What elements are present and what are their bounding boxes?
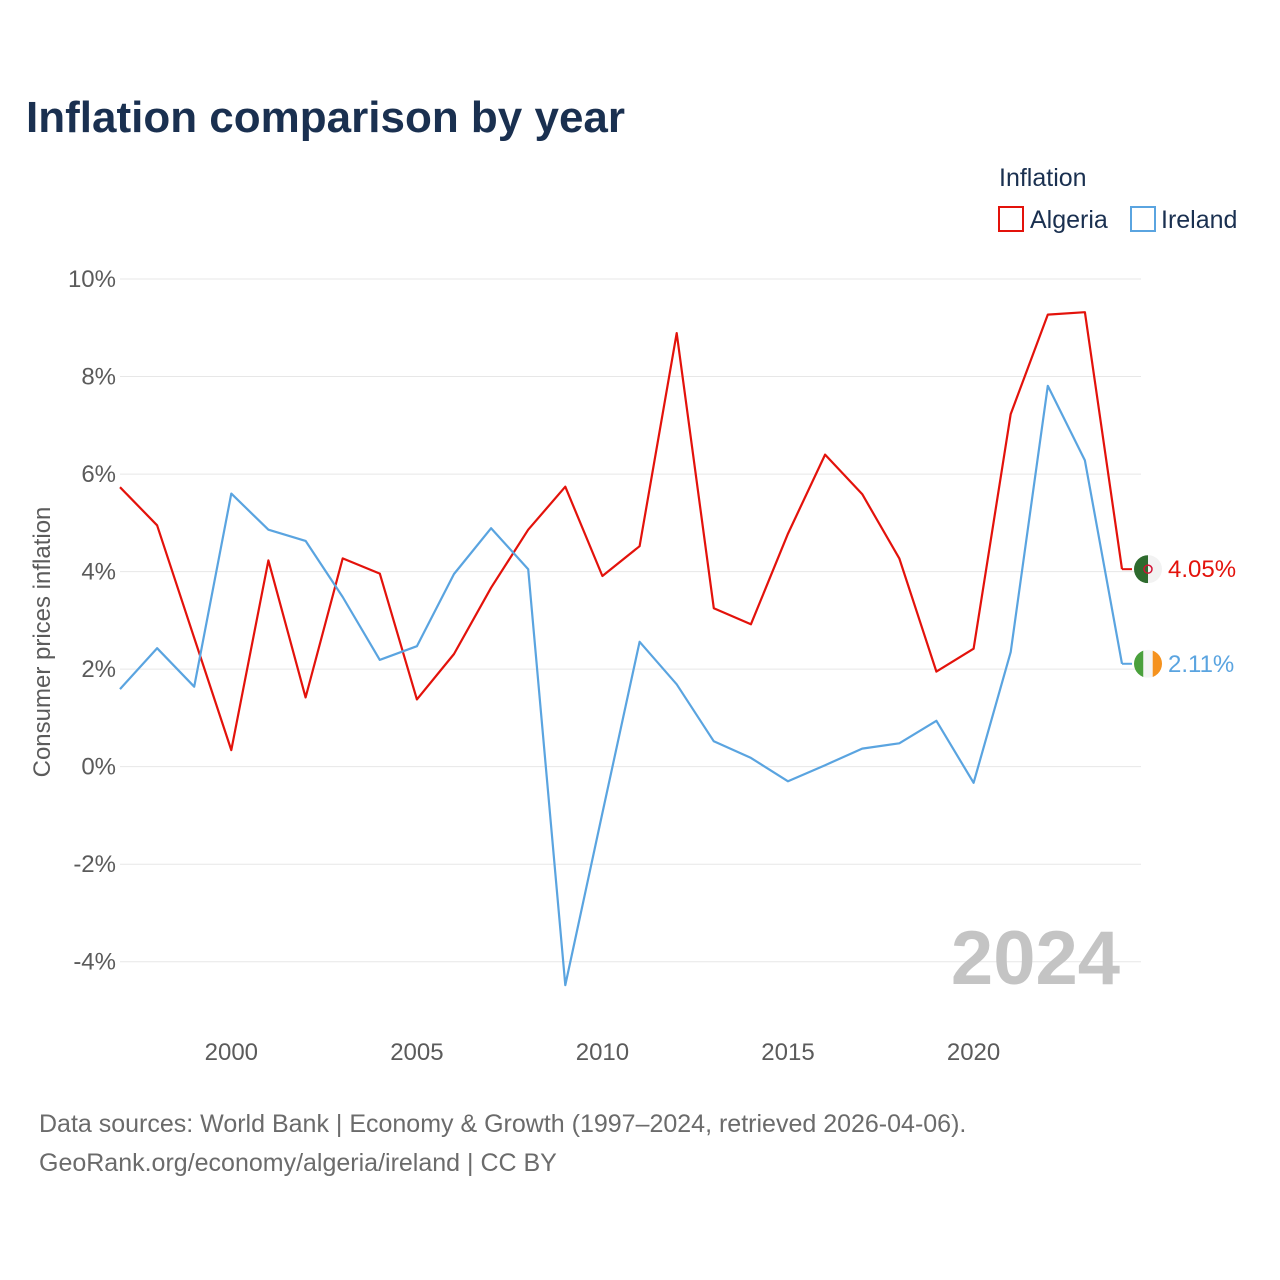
y-axis-label: Consumer prices inflation: [29, 507, 56, 778]
x-tick-label: 2000: [205, 1039, 258, 1066]
grid: [120, 278, 1141, 963]
chart-title: Inflation comparison by year: [26, 93, 625, 142]
y-axis: 10% 8% 6% 4% 2% 0% -2% -4%: [68, 266, 116, 976]
source-line-2: GeoRank.org/economy/algeria/ireland | CC…: [39, 1149, 557, 1177]
x-axis: 2000 2005 2010 2015 2020: [205, 1039, 1001, 1066]
legend-swatch-ireland: [1130, 206, 1156, 232]
legend-label-algeria: Algeria: [1030, 206, 1108, 234]
legend-swatch-algeria: [998, 206, 1024, 232]
x-tick-label: 2015: [761, 1039, 814, 1066]
ireland-flag-icon: [1134, 649, 1162, 678]
legend-label-ireland: Ireland: [1161, 206, 1237, 234]
end-label-ireland: 2.11%: [1168, 651, 1234, 678]
y-tick-label: -4%: [73, 949, 116, 976]
y-tick-label: -2%: [73, 851, 116, 878]
legend: Inflation Algeria Ireland: [998, 164, 1237, 234]
year-watermark: 2024: [951, 916, 1120, 1001]
y-tick-label: 10%: [68, 266, 116, 293]
x-tick-label: 2010: [576, 1039, 629, 1066]
series-line-ireland: [119, 384, 1124, 987]
y-tick-label: 8%: [81, 364, 116, 391]
y-tick-label: 6%: [81, 461, 116, 488]
y-tick-label: 4%: [81, 559, 116, 586]
series: [119, 311, 1132, 987]
x-tick-label: 2005: [390, 1039, 443, 1066]
y-tick-label: 2%: [81, 656, 116, 683]
x-tick-label: 2020: [947, 1039, 1000, 1066]
source-line-1: Data sources: World Bank | Economy & Gro…: [39, 1110, 966, 1138]
end-label-algeria: 4.05%: [1168, 556, 1236, 583]
series-line-algeria: [119, 311, 1124, 752]
algeria-flag-icon: [1134, 555, 1162, 584]
legend-title: Inflation: [999, 164, 1087, 192]
y-tick-label: 0%: [81, 754, 116, 781]
